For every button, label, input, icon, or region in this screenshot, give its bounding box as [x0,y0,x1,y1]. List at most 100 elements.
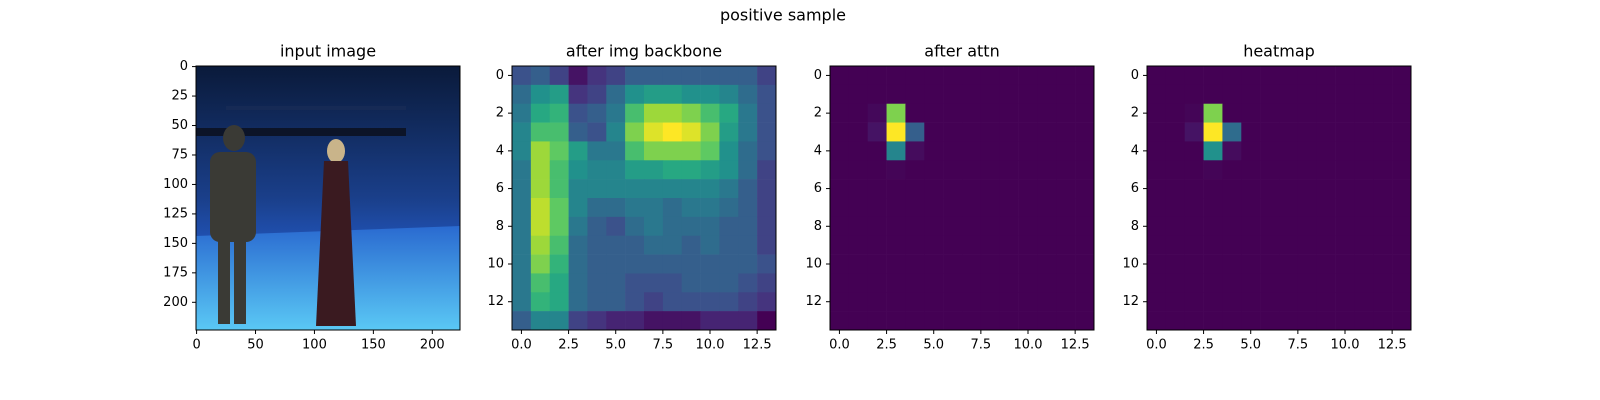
heat-cell [757,292,777,312]
heat-cell [943,179,963,199]
heat-cell [905,216,925,237]
y-tick-label: 2 [814,106,822,121]
heat-cell [962,179,982,199]
heat-cell [757,273,777,293]
heat-cell [1316,311,1336,331]
heat-cell [1056,141,1076,161]
heat-cell [530,198,551,218]
heat-cell [1165,198,1186,218]
heat-cell [1075,198,1095,218]
heat-cell [644,66,664,86]
heat-cell [1165,235,1186,255]
heat-cell [587,273,607,293]
heat-cell [1297,216,1318,237]
heat-cell [1203,254,1223,274]
heat-cell [681,66,701,86]
heat-cell [1203,160,1223,180]
heat-cell [830,122,850,142]
heat-cell [1392,273,1412,293]
heat-cell [1203,273,1223,293]
heat-cell [1222,141,1242,161]
heat-cell [1373,292,1393,312]
heat-cell [719,84,739,105]
heat-cell [1260,235,1280,255]
heat-cell [681,198,701,218]
heat-cell [1203,141,1223,161]
y-tick-label: 125 [163,206,188,221]
y-tick-label: 8 [496,219,504,234]
heat-cell [549,198,569,218]
y-tick-label: 12 [1122,294,1139,309]
heat-cell [1279,235,1299,255]
heat-cell [1075,160,1095,180]
heat-cell [905,160,925,180]
heat-cell [757,235,777,255]
heat-cell [1392,179,1412,199]
heat-cell [530,141,551,161]
heat-cell [644,235,664,255]
heat-cell [625,122,645,142]
heat-cell [1335,235,1355,255]
heat-cell [999,84,1019,105]
x-tick-label: 5.0 [605,338,626,353]
heat-cell [1316,66,1336,86]
heat-cell [1147,179,1167,199]
heat-cell [568,292,588,312]
heat-cell [1241,66,1261,86]
heat-cell [625,216,645,237]
heat-cell [1222,292,1242,312]
heat-cell [1184,235,1204,255]
heat-cell [757,179,777,199]
heat-cell [999,160,1019,180]
heat-cell [924,311,944,331]
heat-cell [662,273,683,293]
heat-cell [1316,103,1336,123]
heat-cell [1373,179,1393,199]
heat-cell [606,122,626,142]
heat-cell [999,216,1019,237]
heat-cell [905,273,925,293]
heat-cell [1373,66,1393,86]
heat-cell [644,84,664,105]
heat-cell [1354,292,1374,312]
heat-cell [1147,292,1167,312]
heat-cell [1037,254,1057,274]
heat-cell [924,235,944,255]
heat-cell [1260,198,1280,218]
heat-cell [625,235,645,255]
heat-cell [512,198,532,218]
heat-cell [1354,254,1374,274]
heat-cell [905,103,925,123]
heat-cell [568,84,588,105]
heat-cell [867,103,887,123]
heat-cell [530,254,551,274]
heat-cell [943,235,963,255]
heat-cell [1184,141,1204,161]
heat-cell [512,273,532,293]
heat-cell [512,66,532,86]
heat-cell [549,84,569,105]
heat-cell [1354,311,1374,331]
heat-cell [1260,141,1280,161]
heat-cell [681,122,701,142]
y-tick-label: 4 [814,143,822,158]
heat-cell [719,292,739,312]
heat-cell [905,235,925,255]
heat-cell [905,311,925,331]
heat-cell [625,311,645,331]
x-tick-label: 7.5 [653,338,674,353]
heat-cell [681,311,701,331]
heat-cell [1222,160,1242,180]
heat-cell [549,103,569,123]
heat-cell [830,216,850,237]
heat-cell [700,311,720,331]
heat-cell [886,254,906,274]
heat-cell [606,84,626,105]
heat-cell [1373,254,1393,274]
heat-cell [1354,141,1374,161]
heat-cell [1165,141,1186,161]
x-tick-label: 200 [420,338,445,353]
heat-cell [999,292,1019,312]
heat-cell [943,292,963,312]
y-tick-label: 100 [163,177,188,192]
